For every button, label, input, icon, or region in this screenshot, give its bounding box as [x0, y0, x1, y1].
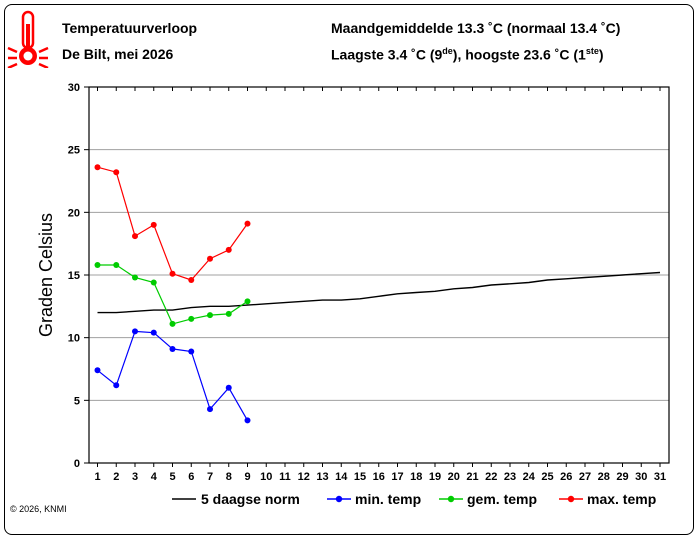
x-tick-label: 10: [260, 471, 272, 483]
series-line-5-daagse-norm: [97, 271, 661, 314]
data-point: [113, 382, 120, 389]
data-point: [150, 279, 157, 286]
x-tick-label: 11: [279, 471, 291, 483]
x-tick-label: 24: [523, 471, 536, 483]
data-point: [94, 164, 101, 171]
x-tick-label: 1: [94, 471, 100, 483]
x-tick-label: 6: [188, 471, 194, 483]
legend-marker: [447, 495, 455, 503]
data-point: [244, 220, 251, 227]
y-tick-label: 15: [68, 270, 80, 282]
y-tick-label: 25: [68, 145, 80, 157]
data-point: [94, 261, 101, 268]
data-point: [225, 246, 232, 253]
legend-label: gem. temp: [467, 491, 537, 507]
x-tick-label: 15: [354, 471, 366, 483]
x-tick-label: 19: [429, 471, 441, 483]
monthly-average-text: Maandgemiddelde 13.3 ˚C (normaal 13.4 ˚C…: [331, 20, 621, 36]
data-point: [150, 221, 157, 228]
y-tick-label: 20: [68, 207, 80, 219]
legend-label: min. temp: [355, 491, 421, 507]
x-tick-label: 29: [616, 471, 628, 483]
data-point: [188, 348, 195, 355]
x-tick-label: 22: [485, 471, 497, 483]
legend-label: max. temp: [587, 491, 656, 507]
x-tick-label: 4: [151, 471, 158, 483]
chart-frame: [4, 4, 694, 535]
x-tick-label: 18: [410, 471, 422, 483]
data-point: [150, 329, 157, 336]
data-point: [113, 261, 120, 268]
x-tick-label: 2: [113, 471, 119, 483]
x-tick-label: 7: [207, 471, 213, 483]
x-tick-label: 28: [598, 471, 610, 483]
y-tick-label: 5: [74, 395, 80, 407]
data-point: [169, 345, 176, 352]
x-tick-label: 31: [654, 471, 666, 483]
legend-marker: [335, 495, 343, 503]
data-point: [188, 315, 195, 322]
x-tick-label: 25: [541, 471, 553, 483]
data-point: [94, 367, 101, 374]
series-line-max-temp: [97, 166, 248, 281]
data-point: [207, 255, 213, 262]
x-tick-label: 27: [579, 471, 591, 483]
copyright: © 2026, KNMI: [10, 504, 67, 514]
x-tick-label: 20: [448, 471, 460, 483]
chart-title: Temperatuurverloop: [62, 20, 198, 36]
data-point: [132, 274, 138, 281]
thermometer-icon: [7, 10, 49, 68]
y-tick-label: 10: [68, 333, 80, 345]
data-point: [207, 406, 213, 413]
x-tick-label: 8: [226, 471, 232, 483]
y-axis-label: Graden Celsius: [36, 213, 56, 337]
data-point: [225, 310, 232, 317]
x-tick-label: 9: [244, 471, 250, 483]
x-tick-label: 21: [466, 471, 478, 483]
extremes-text: Laagste 3.4 ˚C (9de), hoogste 23.6 ˚C (1…: [331, 46, 604, 63]
data-point: [244, 298, 251, 305]
legend-marker: [567, 495, 575, 503]
x-tick-label: 26: [560, 471, 572, 483]
data-point: [169, 270, 176, 277]
data-point: [169, 320, 176, 327]
x-tick-label: 3: [132, 471, 138, 483]
y-tick-label: 0: [74, 458, 80, 470]
legend-label: 5 daagse norm: [201, 491, 300, 507]
data-point: [113, 169, 120, 176]
extremes-suffix: ): [598, 46, 604, 63]
extremes-sup-max: ste: [585, 46, 599, 56]
x-tick-label: 13: [316, 471, 328, 483]
y-tick-label: 30: [68, 82, 80, 94]
data-point: [132, 233, 138, 240]
series-line-min-temp: [97, 330, 249, 421]
x-tick-label: 14: [335, 471, 348, 483]
extremes-mid: ), hoogste 23.6 ˚C (1: [452, 46, 586, 63]
x-tick-label: 17: [391, 471, 403, 483]
data-point: [225, 384, 232, 391]
extremes-sup-min: de: [442, 46, 453, 56]
x-tick-label: 23: [504, 471, 516, 483]
x-tick-label: 30: [635, 471, 647, 483]
data-point: [244, 417, 251, 424]
data-point: [188, 277, 195, 284]
data-point: [132, 328, 138, 335]
extremes-prefix: Laagste 3.4 ˚C (9: [331, 46, 443, 63]
x-tick-label: 12: [298, 471, 310, 483]
data-point: [207, 312, 213, 319]
x-tick-label: 5: [169, 471, 175, 483]
chart-subtitle: De Bilt, mei 2026: [62, 46, 174, 62]
x-tick-label: 16: [373, 471, 385, 483]
